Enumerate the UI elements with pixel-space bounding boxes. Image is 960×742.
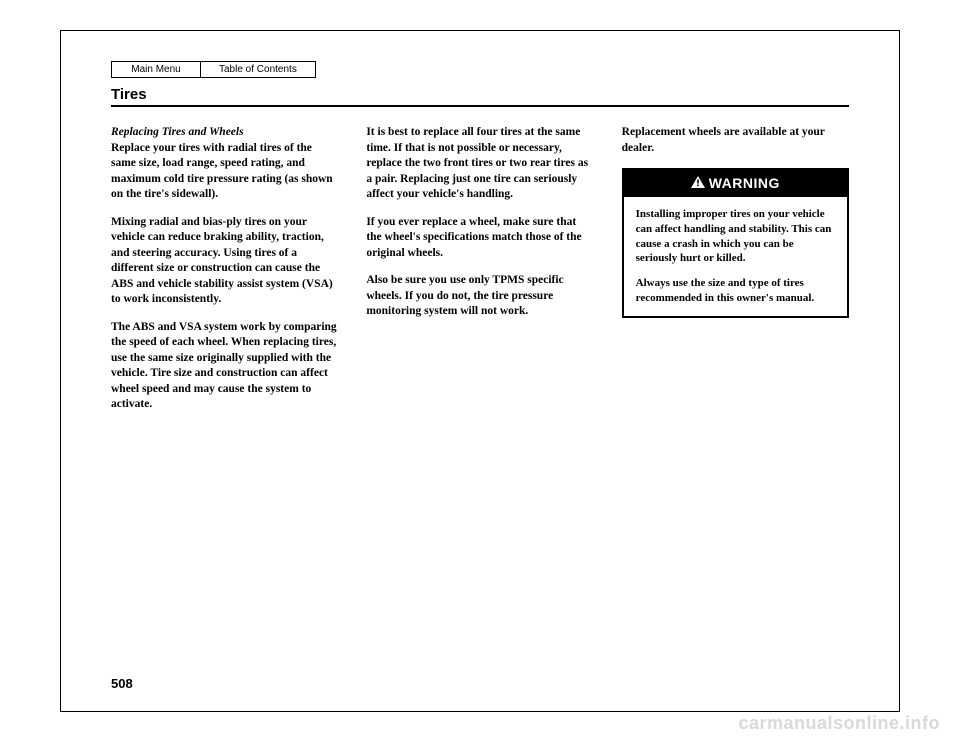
- col2-p2: If you ever replace a wheel, make sure t…: [366, 215, 593, 262]
- col1-p1-text: Replace your tires with radial tires of …: [111, 142, 333, 201]
- warning-icon: [691, 175, 705, 193]
- main-menu-button[interactable]: Main Menu: [111, 61, 201, 78]
- col1-p1: Replacing Tires and WheelsReplace your t…: [111, 125, 338, 203]
- col1-p2: Mixing radial and bias-ply tires on your…: [111, 215, 338, 308]
- page-title: Tires: [111, 86, 849, 105]
- warning-p2: Always use the size and type of tires re…: [636, 276, 835, 306]
- toc-button[interactable]: Table of Contents: [200, 61, 316, 78]
- title-rule: [111, 105, 849, 107]
- warning-box: WARNING Installing improper tires on you…: [622, 168, 849, 318]
- content-columns: Replacing Tires and WheelsReplace your t…: [111, 125, 849, 425]
- col1-p3: The ABS and VSA system work by comparing…: [111, 320, 338, 413]
- page-frame: Main Menu Table of Contents Tires Replac…: [60, 30, 900, 712]
- watermark: carmanualsonline.info: [738, 713, 940, 734]
- warning-header: WARNING: [624, 170, 847, 197]
- col2-p1: It is best to replace all four tires at …: [366, 125, 593, 203]
- col2-p3: Also be sure you use only TPMS specific …: [366, 273, 593, 320]
- column-3: Replacement wheels are available at your…: [622, 125, 849, 425]
- top-nav: Main Menu Table of Contents: [111, 61, 849, 78]
- col3-p1: Replacement wheels are available at your…: [622, 125, 849, 156]
- column-2: It is best to replace all four tires at …: [366, 125, 593, 425]
- warning-label: WARNING: [709, 174, 780, 193]
- warning-body: Installing improper tires on your vehicl…: [624, 197, 847, 316]
- warning-p1: Installing improper tires on your vehicl…: [636, 207, 835, 266]
- column-1: Replacing Tires and WheelsReplace your t…: [111, 125, 338, 425]
- replacing-heading: Replacing Tires and Wheels: [111, 125, 338, 141]
- page-number: 508: [111, 676, 133, 691]
